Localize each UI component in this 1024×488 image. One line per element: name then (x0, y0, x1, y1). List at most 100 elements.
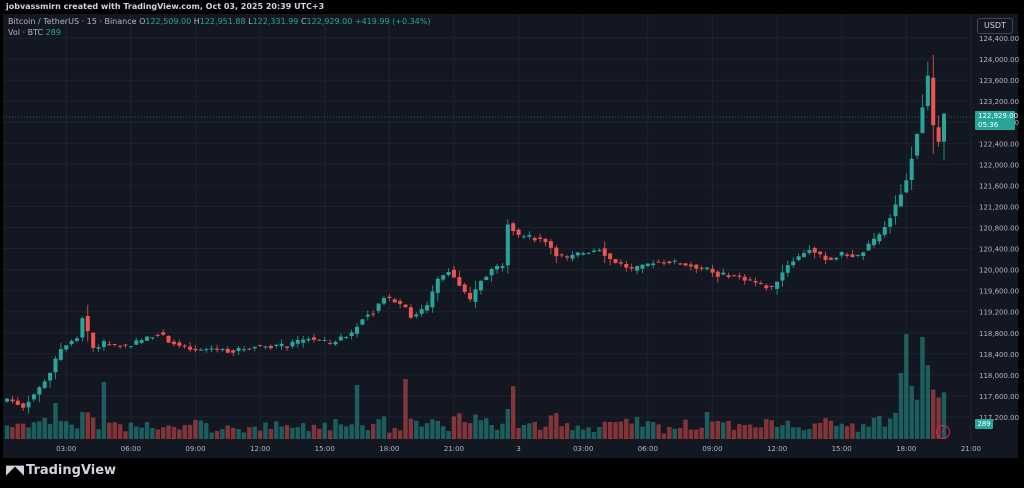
volume-bar (510, 386, 516, 439)
candle-body (252, 346, 257, 349)
volume-bar (731, 429, 737, 439)
volume-bar (397, 430, 403, 439)
candle-body (861, 252, 866, 257)
symbol-name[interactable]: Bitcoin / TetherUS · 15 · Binance (8, 17, 137, 26)
tradingview-logo-icon: ◤◥ (6, 463, 24, 478)
time-tick-label: 06:00 (121, 445, 141, 453)
volume-bar (909, 386, 914, 439)
candle-body (559, 254, 564, 256)
candle-body (575, 252, 580, 256)
price-tick-label: 123,600.00 (979, 77, 1019, 85)
change-value: +419.99 (+0.34%) (354, 17, 431, 26)
volume-bar (925, 365, 931, 439)
volume-bar (861, 424, 866, 439)
volume-bar (101, 382, 107, 439)
volume-bar (467, 423, 473, 439)
candle-body (209, 348, 214, 350)
volume-bar (424, 423, 430, 439)
candle-body (10, 399, 15, 402)
volume-bar (710, 421, 715, 439)
low-label: L (248, 17, 253, 26)
candle-body (360, 319, 365, 325)
candle-body (430, 291, 435, 308)
volume-bar (801, 430, 807, 439)
volume-bar (47, 423, 53, 439)
low-value: 122,331.99 (252, 17, 299, 26)
time-axis (3, 440, 1018, 458)
volume-bar (537, 429, 543, 439)
candle-body (279, 343, 284, 347)
candle-body (565, 256, 570, 258)
volume-bar (462, 422, 467, 439)
candle-body (780, 272, 785, 281)
high-label: H (193, 17, 200, 26)
candle-body (123, 344, 128, 346)
volume-bar (478, 420, 484, 439)
price-tick-label: 121,200.00 (979, 203, 1019, 211)
candle-body (834, 257, 839, 260)
volume-bar (898, 373, 904, 439)
volume-bar (419, 426, 424, 439)
volume-label[interactable]: Vol · BTC (8, 28, 44, 37)
volume-bar (618, 421, 624, 439)
candle-body (705, 267, 710, 269)
volume-bar (505, 409, 511, 439)
currency-button[interactable]: USDT (977, 18, 1013, 34)
volume-bar (758, 427, 764, 439)
candle-body (775, 281, 780, 289)
volume-bar (354, 385, 360, 439)
volume-bar (193, 419, 198, 439)
candle-body (758, 282, 763, 284)
volume-bar (667, 426, 672, 439)
candle-body (753, 280, 758, 283)
volume-bar (737, 424, 742, 439)
volume-bar (877, 415, 882, 439)
volume-bar (20, 423, 26, 439)
volume-bar (489, 424, 494, 439)
lightning-icon[interactable]: ⚡ (936, 425, 950, 439)
candle-body (866, 243, 871, 251)
candle-body (425, 305, 430, 311)
candle-body (387, 296, 392, 299)
time-tick-label: 21:00 (444, 445, 464, 453)
tradingview-brand[interactable]: ◤◥ TradingView (6, 463, 116, 478)
volume-bar (247, 427, 252, 439)
volume-bar (214, 431, 220, 439)
volume-bar (279, 426, 284, 439)
candle-body (182, 345, 187, 347)
volume-bar (117, 424, 123, 439)
volume-bar (311, 424, 317, 439)
candle-body (845, 254, 850, 256)
candle-body (333, 341, 338, 345)
volume-bar (96, 429, 101, 439)
volume-bar (769, 420, 774, 439)
candle-body (936, 127, 941, 142)
candle-body (403, 304, 408, 308)
candle-body (661, 262, 666, 264)
volume-bar (586, 427, 591, 439)
candle-body (75, 338, 80, 341)
candle-body (365, 314, 370, 317)
volume-legend: Vol · BTC 289 (8, 28, 61, 37)
author-line: jobvassmirn created with TradingView.com… (6, 2, 325, 11)
volume-bar (365, 430, 370, 439)
time-tick-label: 03:00 (573, 445, 593, 453)
price-tick-label: 122,400.00 (979, 140, 1019, 148)
candle-body (441, 275, 446, 280)
candle-body (446, 271, 451, 275)
volume-bar (327, 430, 333, 439)
candle-body (635, 266, 640, 271)
candle-body (198, 349, 203, 351)
volume-bar (753, 427, 758, 439)
candle-body (516, 229, 521, 235)
candle-body (236, 347, 241, 351)
price-tick-label: 118,400.00 (979, 351, 1019, 359)
candle-body (371, 313, 376, 315)
candle-body (349, 332, 354, 337)
candle-body (290, 341, 295, 347)
volume-bar (914, 399, 920, 439)
volume-bar (500, 423, 505, 439)
candle-body (204, 349, 209, 351)
